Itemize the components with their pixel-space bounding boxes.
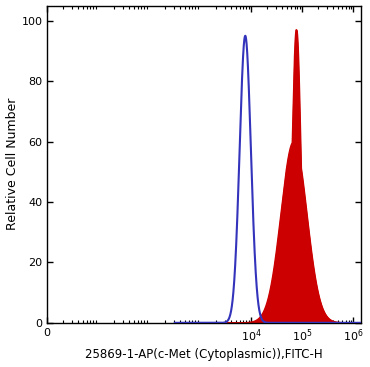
Y-axis label: Relative Cell Number: Relative Cell Number — [6, 98, 18, 230]
X-axis label: 25869-1-AP(c-Met (Cytoplasmic)),FITC-H: 25869-1-AP(c-Met (Cytoplasmic)),FITC-H — [85, 348, 323, 361]
